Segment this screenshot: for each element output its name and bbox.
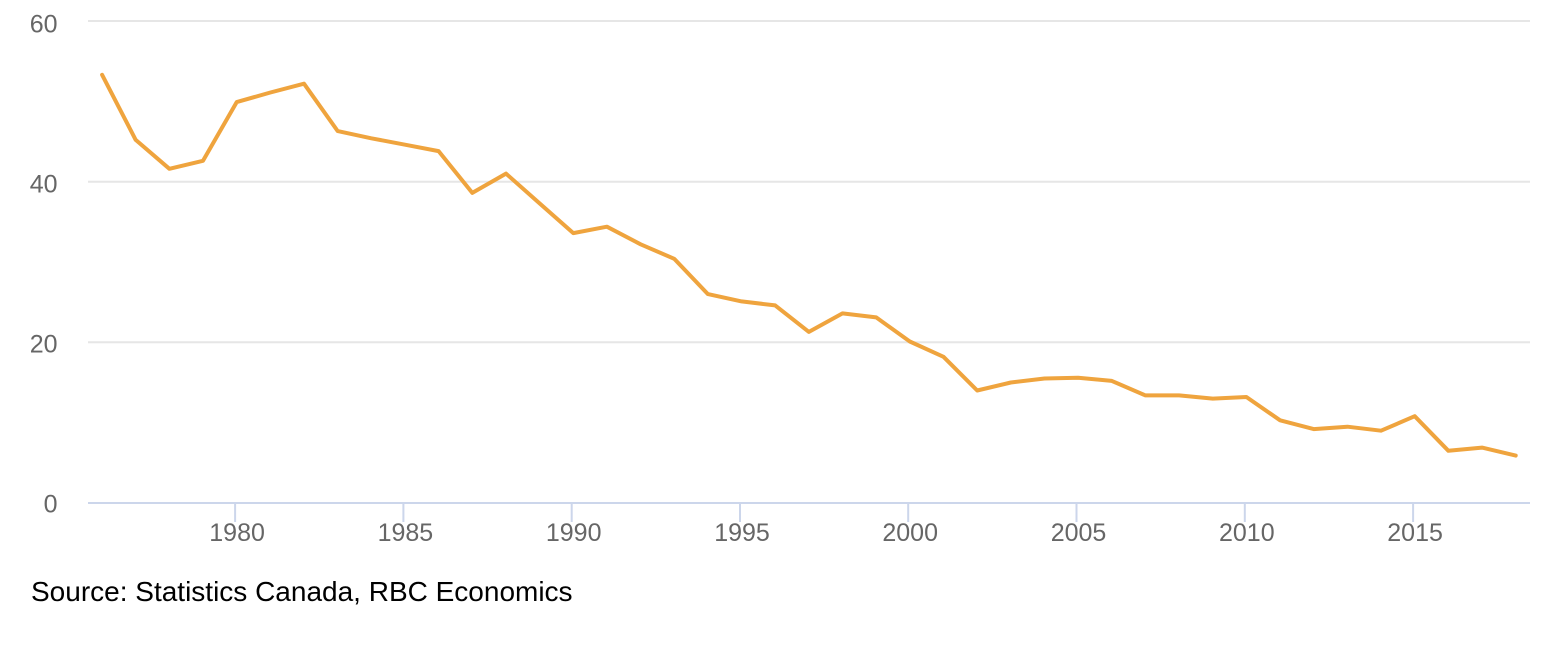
svg-text:1995: 1995 <box>714 519 770 547</box>
svg-text:1980: 1980 <box>209 519 265 547</box>
svg-text:20: 20 <box>30 331 58 359</box>
svg-text:2015: 2015 <box>1387 519 1443 547</box>
svg-text:2000: 2000 <box>882 519 938 547</box>
svg-text:2005: 2005 <box>1051 519 1107 547</box>
svg-text:60: 60 <box>30 11 58 39</box>
svg-text:40: 40 <box>30 171 58 199</box>
svg-text:Source: Statistics Canada, RBC: Source: Statistics Canada, RBC Economics <box>31 576 573 607</box>
svg-text:0: 0 <box>44 491 58 519</box>
svg-text:1990: 1990 <box>546 519 602 547</box>
svg-text:1985: 1985 <box>378 519 434 547</box>
svg-text:2010: 2010 <box>1219 519 1275 547</box>
